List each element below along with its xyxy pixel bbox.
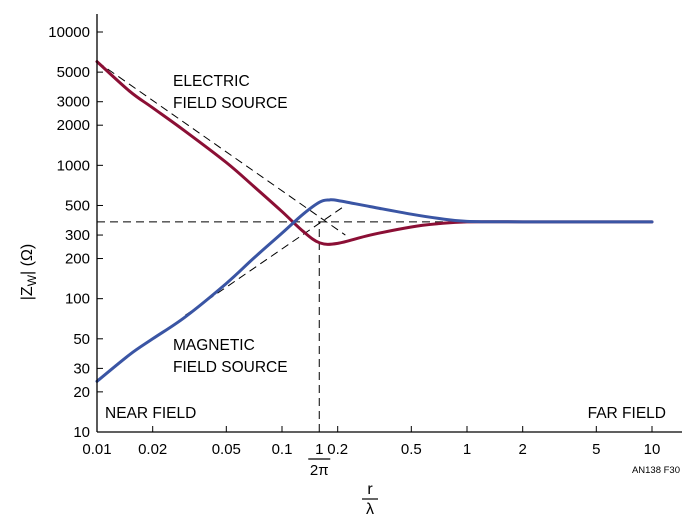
y-axis-title: |ZW| (Ω) xyxy=(19,244,39,300)
magnetic-label-line1: MAGNETIC xyxy=(173,337,255,354)
asymptote-lines xyxy=(96,61,652,432)
figure-note: AN138 F30 xyxy=(632,465,680,476)
electric-label-line2: FIELD SOURCE xyxy=(173,95,288,112)
y-axis-title-post: | (Ω) xyxy=(19,244,36,275)
x-tick-label: 0.1 xyxy=(272,441,293,458)
y-axis-title-pre: |Z xyxy=(19,286,36,300)
axes xyxy=(96,14,682,433)
y-tick-label: 30 xyxy=(73,360,90,377)
asymptote-line xyxy=(96,61,346,236)
x-tick-label: 2 xyxy=(519,441,527,458)
near-field-label: NEAR FIELD xyxy=(105,405,196,422)
special-tick-denominator: 2π xyxy=(310,462,329,479)
x-tick-label: 1 xyxy=(463,441,471,458)
y-tick-label: 10000 xyxy=(48,24,90,41)
special-tick-numerator: 1 xyxy=(315,441,323,458)
y-tick-label: 200 xyxy=(65,251,90,268)
y-tick-label: 50 xyxy=(73,331,90,348)
x-tick-label: 0.01 xyxy=(82,441,111,458)
x-axis-title-denominator: λ xyxy=(366,501,374,514)
y-tick-label: 500 xyxy=(65,197,90,214)
x-axis-title-numerator: r xyxy=(367,481,373,498)
special-tick-label: 1 2π xyxy=(308,441,331,479)
x-tick-label: 0.02 xyxy=(138,441,167,458)
x-tick-label: 0.5 xyxy=(401,441,422,458)
y-tick-label: 20 xyxy=(73,384,90,401)
y-ticks: 10 20 30 50 100 200 300 500 1000 2000 3000 5000 1000… xyxy=(48,24,103,441)
electric-label-line1: ELECTRIC xyxy=(173,73,250,90)
far-field-label: FAR FIELD xyxy=(588,405,666,422)
y-tick-label: 300 xyxy=(65,227,90,244)
x-ticks: 0.01 0.02 0.05 0.1 0.2 0.5 1 2 5 10 xyxy=(82,426,660,458)
y-tick-label: 5000 xyxy=(57,64,90,81)
x-tick-label: 10 xyxy=(644,441,661,458)
x-axis-title: r λ xyxy=(362,481,378,514)
magnetic-source-curve xyxy=(95,198,654,383)
y-axis-title-sub: W xyxy=(25,274,39,286)
y-tick-label: 3000 xyxy=(57,94,90,111)
x-tick-label: 5 xyxy=(592,441,600,458)
y-tick-label: 10 xyxy=(73,424,90,441)
y-tick-label: 100 xyxy=(65,291,90,308)
x-tick-label: 0.05 xyxy=(212,441,241,458)
y-tick-label: 2000 xyxy=(57,117,90,134)
y-tick-label: 1000 xyxy=(57,157,90,174)
x-tick-label: 0.2 xyxy=(327,441,348,458)
series-lines xyxy=(95,60,654,383)
magnetic-label-line2: FIELD SOURCE xyxy=(173,359,288,376)
